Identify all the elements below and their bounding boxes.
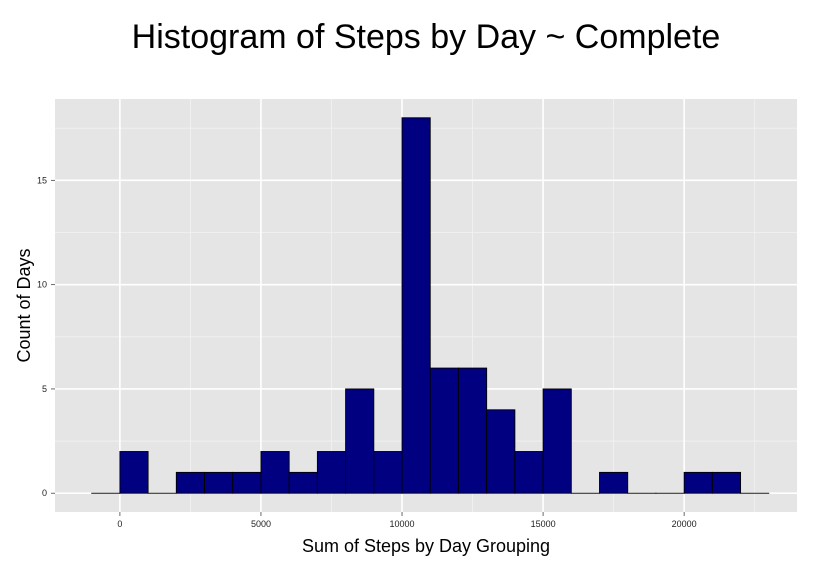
x-axis-title: Sum of Steps by Day Grouping	[302, 536, 550, 556]
histogram-bar	[401, 117, 431, 494]
histogram-bar	[542, 388, 572, 494]
x-tick-label: 15000	[531, 519, 556, 529]
histogram-bar	[260, 451, 290, 494]
y-tick-label: 15	[37, 175, 47, 185]
y-axis-title: Count of Days	[14, 248, 34, 362]
histogram-bar	[345, 388, 375, 494]
histogram-bar	[514, 451, 544, 494]
y-tick-label: 5	[42, 384, 47, 394]
y-tick-label: 10	[37, 280, 47, 290]
x-tick-label: 10000	[390, 519, 415, 529]
x-tick-label: 5000	[251, 519, 271, 529]
histogram-bar	[119, 451, 149, 494]
histogram-bars	[91, 117, 770, 494]
histogram-bar	[711, 471, 742, 494]
histogram-bar	[457, 367, 488, 494]
histogram-bar	[486, 409, 516, 494]
chart-title: Histogram of Steps by Day ~ Complete	[131, 18, 721, 56]
histogram-bar	[175, 471, 205, 494]
x-tick-label: 20000	[672, 519, 697, 529]
histogram-bar	[599, 471, 629, 494]
histogram-bar	[288, 471, 318, 494]
y-axis: 0 5 10 15	[37, 175, 55, 498]
histogram-bar	[316, 451, 347, 494]
histogram-bar	[232, 471, 262, 494]
histogram-bar	[204, 471, 234, 494]
x-axis: 0 5000 10000 15000 20000	[117, 512, 697, 529]
histogram-bar	[373, 451, 403, 494]
histogram-bar	[429, 367, 459, 494]
histogram-bar	[683, 471, 713, 494]
y-tick-label: 0	[42, 488, 47, 498]
x-tick-label: 0	[117, 519, 122, 529]
